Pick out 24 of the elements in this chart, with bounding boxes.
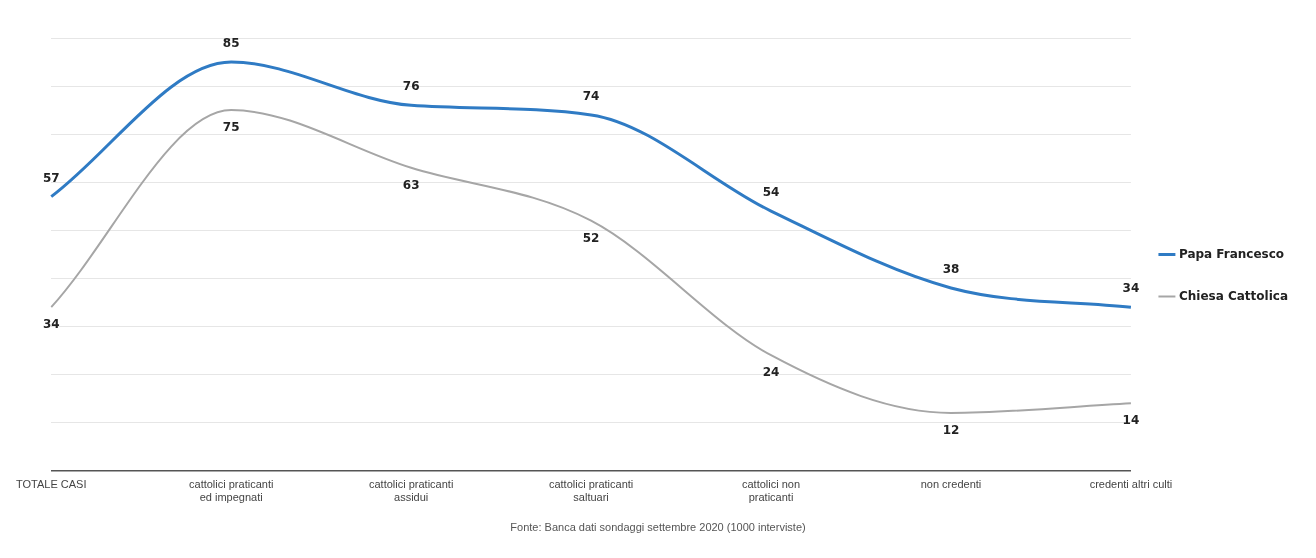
data-label: 57: [42, 170, 60, 185]
data-label: 14: [1122, 413, 1140, 428]
data-label: 34: [42, 317, 60, 332]
legend-label: Chiesa Cattolica: [1178, 288, 1288, 303]
x-tick-label: cattolici non praticanti: [741, 478, 801, 504]
data-label: 75: [222, 120, 240, 135]
data-label: 38: [942, 262, 960, 277]
data-label: 74: [582, 89, 600, 104]
x-tick-label: TOTALE CASI: [15, 478, 87, 491]
x-tick-label: cattolici praticanti saltuari: [548, 478, 634, 504]
data-label: 85: [222, 36, 240, 51]
source-note: Fonte: Banca dati sondaggi settembre 2020 (1000 interviste): [509, 521, 807, 533]
legend-label: Papa Francesco: [1178, 246, 1285, 261]
data-label: 24: [762, 365, 780, 380]
data-label: 12: [942, 423, 960, 438]
data-label: 52: [582, 230, 600, 245]
data-label: 76: [402, 79, 420, 94]
x-tick-label: credenti altri culti: [1089, 478, 1173, 491]
data-label: 63: [402, 177, 420, 192]
data-label: 54: [762, 185, 780, 200]
data-label: 34: [1122, 281, 1140, 296]
x-tick-label: non credenti: [920, 478, 982, 491]
x-tick-label: cattolici praticanti ed impegnati: [189, 478, 274, 504]
x-tick-label: cattolici praticanti assidui: [368, 478, 454, 504]
